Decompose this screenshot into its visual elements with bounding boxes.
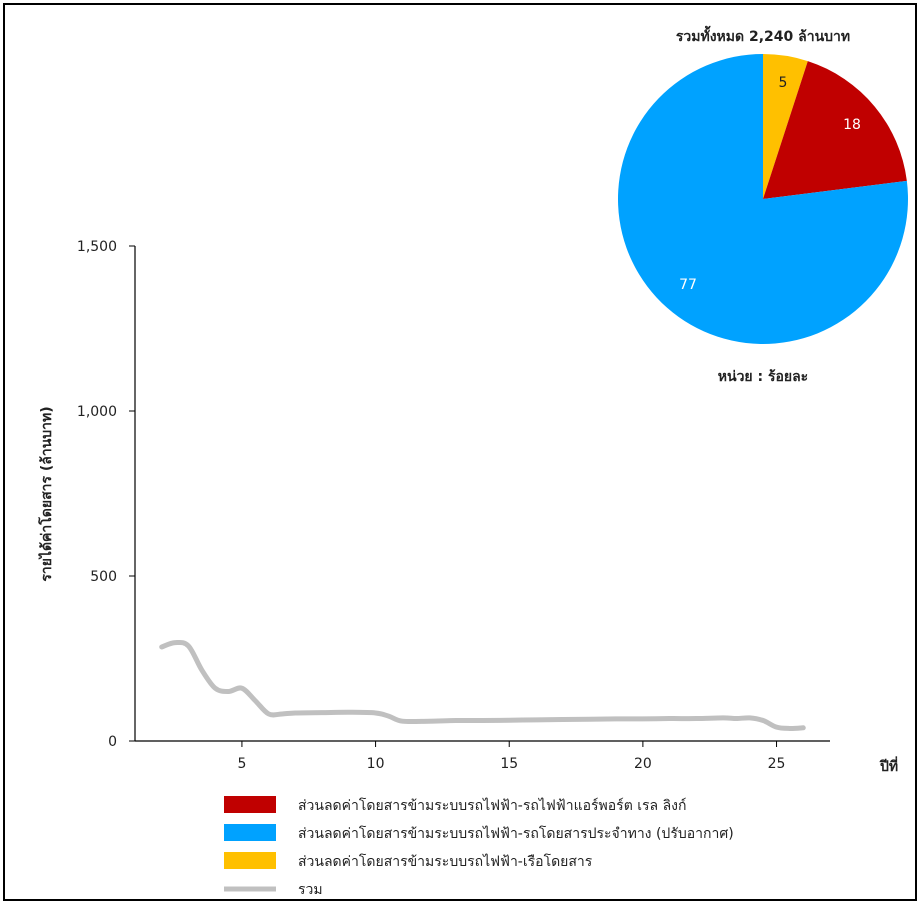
- y-tick-label: 1,500: [77, 239, 117, 255]
- series-line-total: [159, 639, 806, 731]
- pie-slice: [763, 54, 808, 199]
- pie-slice: [618, 54, 908, 344]
- pie-unit-label: หน่วย : ร้อยละ: [718, 369, 808, 385]
- legend-label: รวม: [298, 882, 323, 898]
- x-tick-label: 10: [367, 756, 385, 772]
- line-chart-series: [159, 639, 806, 731]
- x-tick-label: 15: [500, 756, 518, 772]
- legend-swatch: [224, 796, 276, 813]
- x-tick-label: 20: [634, 756, 652, 772]
- pie-slice-label: 18: [843, 117, 861, 133]
- y-tick-label: 500: [90, 569, 117, 585]
- legend-label: ส่วนลดค่าโดยสารข้ามระบบรถไฟฟ้า-รถไฟฟ้าแอ…: [298, 797, 686, 814]
- legend-swatch: [224, 852, 276, 869]
- legend-label: ส่วนลดค่าโดยสารข้ามระบบรถไฟฟ้า-เรือโดยสา…: [298, 853, 593, 870]
- legend-label: ส่วนลดค่าโดยสารข้ามระบบรถไฟฟ้า-รถโดยสารป…: [298, 825, 734, 842]
- line-chart-axes: 0 500 1,000 1,500 5 10 15 20 25 ปีที่ รายได้ค่าโดย…: [37, 239, 898, 775]
- pie-title: รวมทั้งหมด 2,240 ล้านบาท: [676, 25, 850, 45]
- x-axis-title: ปีที่: [879, 756, 899, 775]
- y-tick-label: 1,000: [77, 404, 117, 420]
- legend: ส่วนลดค่าโดยสารข้ามระบบรถไฟฟ้า-รถไฟฟ้าแอ…: [224, 796, 734, 898]
- x-tick-label: 25: [768, 756, 786, 772]
- x-tick-label: 5: [237, 756, 246, 772]
- y-tick-label: 0: [108, 734, 117, 750]
- pie-slice-label: 77: [679, 277, 697, 293]
- legend-swatch: [224, 824, 276, 841]
- pie-slice-label: 5: [779, 75, 788, 91]
- pie-slice: [763, 61, 907, 200]
- y-axis-title: รายได้ค่าโดยสาร (ล้านบาท): [37, 406, 55, 581]
- chart-frame: [3, 3, 917, 901]
